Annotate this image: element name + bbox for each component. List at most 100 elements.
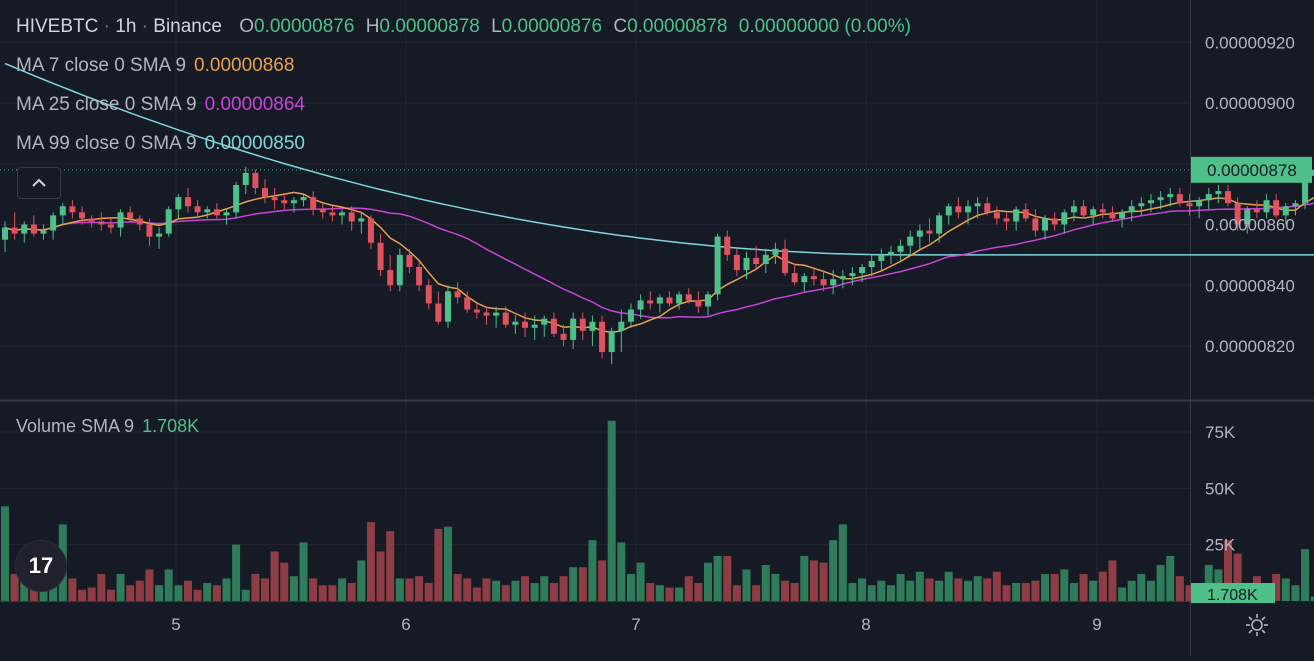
candle-body — [984, 203, 991, 213]
candle-body — [878, 254, 885, 261]
candle-body — [868, 260, 875, 268]
volume-bar — [1060, 569, 1069, 601]
candle-body — [695, 300, 702, 307]
candle-body — [1080, 206, 1087, 216]
candle-body — [79, 212, 86, 219]
volume-bar — [867, 585, 876, 601]
volume-bar — [424, 582, 433, 601]
candle-body — [367, 218, 374, 243]
volume-bar — [964, 580, 972, 601]
ma99-legend[interactable]: MA 99 close 0 SMA 9 0.00000850 — [16, 133, 305, 155]
candle-body — [223, 212, 230, 216]
volume-bar — [1272, 573, 1281, 601]
volume-bar — [1079, 573, 1088, 601]
candle-body — [117, 212, 124, 228]
candle-body — [310, 197, 317, 210]
volume-bar — [694, 582, 703, 601]
volume-bar — [1146, 580, 1155, 601]
volume-bar — [886, 585, 895, 601]
volume-bar — [366, 522, 375, 601]
volume-bar — [1166, 555, 1175, 601]
volume-bar — [598, 560, 607, 601]
ma25-legend[interactable]: MA 25 close 0 SMA 9 0.00000864 — [16, 94, 305, 116]
candle-body — [560, 333, 567, 340]
price-tick-label: 0.00000900 — [1205, 94, 1295, 113]
candle-body — [810, 276, 817, 280]
volume-bar — [1137, 573, 1146, 601]
ma7-value: 0.00000868 — [194, 55, 295, 76]
volume-bar — [347, 582, 356, 601]
ma7-legend[interactable]: MA 7 close 0 SMA 9 0.00000868 — [16, 55, 294, 77]
candle-body — [21, 224, 28, 234]
candle-body — [473, 309, 480, 313]
candle-body — [30, 224, 37, 234]
volume-bar — [1069, 582, 1078, 601]
candle-body — [541, 318, 548, 325]
candle-body — [262, 188, 269, 198]
candle-body — [685, 294, 692, 301]
candle-body — [1128, 206, 1135, 213]
volume-bar — [675, 587, 684, 601]
candle-body — [782, 248, 789, 274]
volume-bar — [261, 578, 270, 601]
volume-bar — [415, 576, 424, 601]
volume-bar — [251, 573, 260, 601]
volume-bar — [1012, 582, 1021, 601]
volume-bar — [405, 578, 414, 601]
candle-body — [887, 251, 894, 255]
open-value: 0.00000876 — [254, 16, 355, 37]
volume-bar — [992, 571, 1001, 601]
volume-bar — [559, 576, 568, 601]
volume-bar — [318, 585, 327, 601]
candle-body — [194, 206, 201, 213]
volume-bar — [492, 580, 501, 601]
change-value: 0.00000000 (0.00%) — [738, 16, 911, 37]
collapse-legend-button[interactable] — [17, 167, 61, 199]
candle-body — [329, 212, 336, 216]
candle-body — [859, 267, 866, 274]
candle-body — [127, 212, 134, 219]
current-price-tag — [1191, 156, 1312, 183]
volume-bar — [521, 576, 530, 601]
volume-bar — [309, 578, 318, 601]
volume-bar — [665, 587, 674, 601]
candle-body — [281, 200, 288, 204]
gear-icon[interactable] — [1242, 610, 1272, 640]
volume-bar — [944, 571, 953, 601]
volume-bar — [829, 540, 838, 601]
candle-body — [599, 321, 606, 353]
volume-bar — [838, 524, 847, 601]
volume-bar — [1, 506, 9, 601]
candle-body — [743, 257, 750, 271]
candle-body — [339, 212, 346, 216]
candle-body — [483, 312, 490, 316]
symbol-name[interactable]: HIVEBTC — [16, 16, 99, 37]
volume-bar — [1291, 585, 1300, 601]
volume-bar — [145, 569, 154, 601]
candle-body — [1176, 194, 1183, 204]
candle-body — [1042, 218, 1049, 231]
tradingview-logo[interactable]: 17 — [15, 540, 67, 592]
candle-body — [965, 206, 971, 213]
ma99-label: MA 99 close 0 SMA 9 — [16, 133, 197, 154]
volume-legend[interactable]: Volume SMA 9 1.708K — [16, 416, 199, 437]
volume-bar — [1204, 564, 1213, 601]
volume-bar — [530, 582, 539, 601]
candle-body — [1061, 212, 1068, 225]
candle-body — [637, 300, 644, 310]
candle-body — [522, 321, 529, 328]
volume-bar — [232, 544, 241, 601]
candle-body — [704, 294, 711, 307]
candle-body — [502, 312, 509, 325]
volume-bar — [569, 567, 578, 601]
interval-label[interactable]: 1h — [115, 16, 137, 37]
ma7-line — [4, 191, 1314, 334]
candle-body — [830, 279, 837, 286]
candle-body — [820, 279, 827, 286]
volume-bar — [126, 585, 135, 601]
candle-body — [945, 206, 952, 216]
candle-body — [271, 197, 278, 201]
volume-bar — [617, 542, 626, 601]
